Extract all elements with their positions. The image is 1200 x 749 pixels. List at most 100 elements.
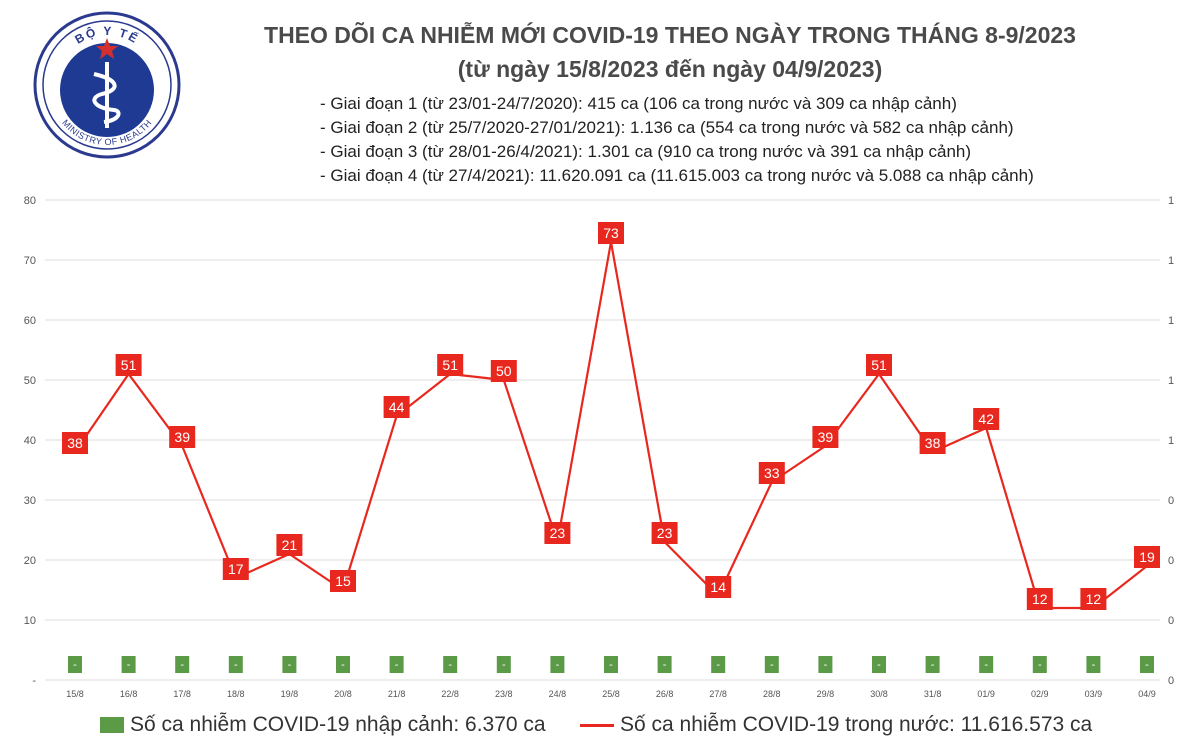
data-label: 73 [603, 225, 619, 241]
data-label-box [758, 462, 785, 484]
y-tick-label-left: 60 [24, 315, 36, 327]
bar-marker [336, 656, 350, 673]
data-label: 50 [496, 363, 512, 379]
x-tick-label: 20/8 [334, 689, 352, 699]
phase-1-summary: - Giai đoạn 1 (từ 23/01-24/7/2020): 415 … [320, 94, 957, 113]
bar-marker [68, 656, 82, 673]
data-label-box [544, 522, 571, 544]
legend-domestic: Số ca nhiễm COVID-19 trong nước: 11.616.… [580, 713, 1092, 737]
x-tick-label: 01/9 [977, 689, 995, 699]
data-label-box [437, 354, 464, 376]
data-label-box [973, 408, 1000, 430]
data-label: 14 [710, 579, 726, 595]
x-tick-label: 24/8 [549, 689, 567, 699]
data-label-box [705, 576, 732, 598]
phase-4-summary: - Giai đoạn 4 (từ 27/4/2021): 11.620.091… [320, 166, 1034, 185]
data-label-box [490, 360, 517, 382]
phase-3-summary: - Giai đoạn 3 (từ 28/01-26/4/2021): 1.30… [320, 142, 972, 161]
x-tick-label: 31/8 [924, 689, 942, 699]
bar-label: - [448, 659, 452, 671]
y-tick-label-left: 10 [24, 615, 36, 627]
x-tick-label: 27/8 [709, 689, 727, 699]
bar-marker [389, 656, 404, 673]
data-label: 21 [282, 537, 298, 553]
bar-label: - [395, 659, 399, 671]
y-tick-label-left: 40 [24, 435, 36, 447]
bar-label: - [73, 659, 77, 671]
bar-marker [1140, 656, 1154, 673]
data-label: 44 [389, 399, 405, 415]
bar-label: - [556, 659, 560, 671]
data-label-box [330, 570, 356, 592]
y-tick-label-left: - [32, 675, 36, 687]
data-label: 15 [335, 573, 351, 589]
bar-label: - [984, 659, 988, 671]
bar-label: - [877, 659, 881, 671]
data-label-box [812, 426, 839, 448]
legend-imported: Số ca nhiễm COVID-19 nhập cảnh: 6.370 ca [100, 713, 546, 737]
bar-marker [175, 656, 190, 673]
bar-label: - [824, 659, 828, 671]
data-label: 33 [764, 465, 780, 481]
bar-marker [121, 656, 136, 673]
data-label: 51 [121, 357, 137, 373]
y-tick-label-left: 30 [24, 495, 36, 507]
data-label-box [1134, 546, 1160, 568]
bar-marker [228, 656, 243, 673]
data-label-box [383, 396, 410, 418]
data-label: 23 [657, 525, 673, 541]
data-label-box [276, 534, 303, 556]
y-tick-label-right: 1 [1168, 195, 1174, 207]
data-label: 38 [925, 435, 941, 451]
bar-label: - [609, 659, 613, 671]
bar-label: - [716, 659, 720, 671]
x-tick-label: 03/9 [1085, 689, 1103, 699]
x-tick-label: 30/8 [870, 689, 888, 699]
bar-label: - [502, 659, 506, 671]
bar-marker [550, 656, 565, 673]
data-label: 39 [818, 429, 834, 445]
data-label: 12 [1032, 591, 1048, 607]
bar-label: - [770, 659, 774, 671]
data-label: 17 [228, 561, 244, 577]
bar-marker [496, 656, 511, 673]
data-label: 12 [1086, 591, 1102, 607]
data-label: 19 [1139, 549, 1155, 565]
data-label: 42 [978, 411, 994, 427]
bar-label: - [1092, 659, 1096, 671]
x-tick-label: 18/8 [227, 689, 245, 699]
y-tick-label-right: 0 [1168, 495, 1174, 507]
legend-imported-label: Số ca nhiễm COVID-19 nhập cảnh: 6.370 ca [130, 713, 546, 736]
bar-marker [764, 656, 779, 673]
bar-label: - [931, 659, 935, 671]
y-tick-label-right: 1 [1168, 315, 1174, 327]
bar-label: - [1145, 659, 1149, 671]
x-tick-label: 16/8 [120, 689, 138, 699]
legend-line-swatch [580, 723, 614, 727]
y-tick-label-right: 1 [1168, 375, 1174, 387]
bar-marker [818, 656, 833, 673]
bar-label: - [127, 659, 131, 671]
data-label-box [1080, 588, 1107, 610]
bar-marker [657, 656, 672, 673]
x-tick-label: 15/8 [66, 689, 84, 699]
data-label-box [222, 558, 249, 580]
x-tick-label: 25/8 [602, 689, 620, 699]
bar-marker [711, 656, 726, 673]
bar-marker [979, 656, 994, 673]
bar-marker [282, 656, 297, 673]
data-label: 23 [550, 525, 566, 541]
x-tick-label: 29/8 [817, 689, 835, 699]
x-tick-label: 22/8 [441, 689, 459, 699]
data-label-box [598, 222, 624, 244]
x-tick-label: 23/8 [495, 689, 513, 699]
y-tick-label-right: 0 [1168, 615, 1174, 627]
chart-subtitle: (từ ngày 15/8/2023 đến ngày 04/9/2023) [457, 56, 883, 82]
data-label: 38 [67, 435, 83, 451]
data-label-box [651, 522, 678, 544]
bar-marker [1086, 656, 1101, 673]
bar-label: - [234, 659, 238, 671]
chart-title: THEO DÕI CA NHIỄM MỚI COVID-19 THEO NGÀY… [264, 22, 1076, 48]
y-tick-label-right: 1 [1168, 435, 1174, 447]
